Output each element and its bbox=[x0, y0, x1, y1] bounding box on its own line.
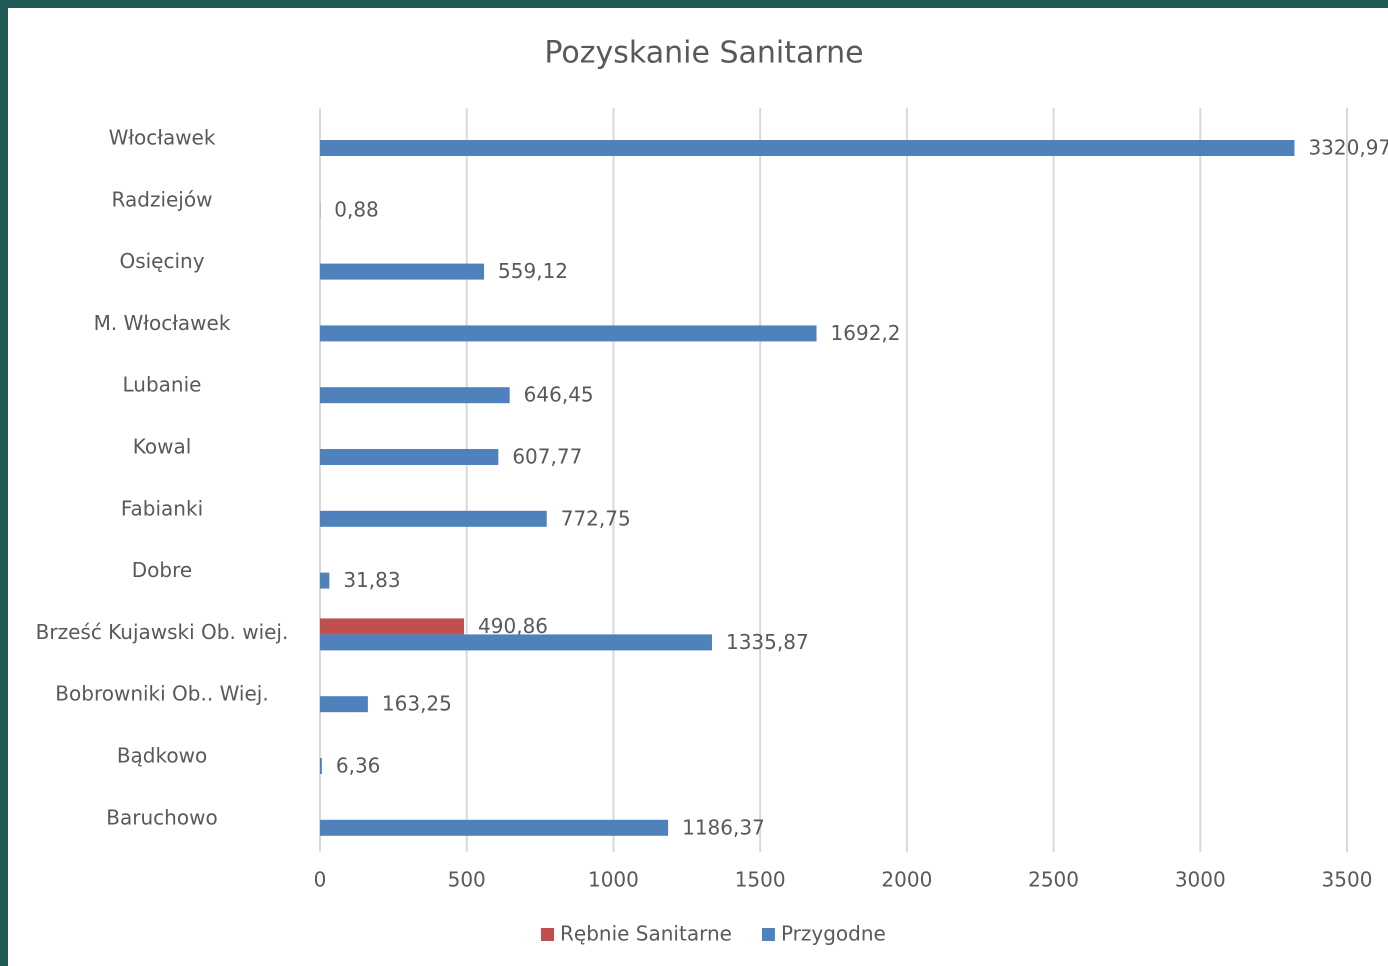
y-tick-label: Bądkowo bbox=[117, 744, 207, 768]
legend-label: Przygodne bbox=[781, 922, 886, 946]
x-tick-label: 500 bbox=[448, 868, 486, 892]
legend-swatch bbox=[541, 928, 554, 941]
data-label: 6,36 bbox=[336, 754, 381, 778]
y-tick-label: Fabianki bbox=[121, 496, 203, 520]
bar bbox=[320, 510, 547, 527]
x-tick-label: 3500 bbox=[1322, 868, 1373, 892]
legend-label: Rębnie Sanitarne bbox=[560, 922, 732, 946]
x-tick-label: 1500 bbox=[735, 868, 786, 892]
bar bbox=[320, 696, 368, 713]
data-label: 1335,87 bbox=[726, 630, 809, 654]
data-label: 31,83 bbox=[343, 568, 400, 592]
data-label: 1692,2 bbox=[831, 321, 901, 345]
bar bbox=[320, 325, 817, 342]
y-tick-label: Radziejów bbox=[112, 187, 213, 211]
data-label: 163,25 bbox=[382, 692, 452, 716]
data-label: 490,86 bbox=[478, 614, 548, 638]
bar bbox=[320, 819, 669, 836]
bar bbox=[320, 387, 510, 404]
bar bbox=[320, 758, 322, 774]
bar bbox=[320, 263, 485, 280]
data-label: 3320,97 bbox=[1308, 136, 1388, 160]
data-label: 607,77 bbox=[512, 445, 582, 469]
y-tick-label: Kowal bbox=[133, 435, 192, 459]
bar bbox=[320, 634, 712, 651]
y-tick-label: M. Włocławek bbox=[94, 311, 231, 335]
y-tick-label: Osięciny bbox=[119, 249, 204, 273]
data-label: 0,88 bbox=[334, 197, 379, 221]
y-tick-label: Lubanie bbox=[123, 373, 202, 397]
bar bbox=[320, 140, 1295, 156]
bar bbox=[320, 449, 499, 465]
y-tick-label: Włocławek bbox=[109, 126, 216, 150]
data-label: 1186,37 bbox=[682, 815, 765, 839]
y-tick-label: Brześć Kujawski Ob. wiej. bbox=[36, 620, 289, 644]
bar bbox=[320, 618, 465, 635]
x-tick-label: 1000 bbox=[588, 868, 639, 892]
x-tick-label: 0 bbox=[314, 868, 327, 892]
data-label: 559,12 bbox=[498, 259, 568, 283]
chart-area bbox=[8, 8, 1388, 966]
y-tick-label: Dobre bbox=[132, 558, 192, 582]
x-tick-label: 2500 bbox=[1028, 868, 1079, 892]
x-tick-label: 3000 bbox=[1175, 868, 1226, 892]
y-tick-label: Bobrowniki Ob.. Wiej. bbox=[55, 682, 268, 706]
chart-title: Pozyskanie Sanitarne bbox=[544, 36, 863, 71]
legend-swatch bbox=[761, 928, 775, 941]
data-label: 646,45 bbox=[524, 383, 594, 407]
data-label: 772,75 bbox=[561, 506, 631, 530]
x-tick-label: 2000 bbox=[881, 868, 932, 892]
bar bbox=[320, 572, 330, 589]
y-tick-label: Baruchowo bbox=[106, 805, 217, 829]
